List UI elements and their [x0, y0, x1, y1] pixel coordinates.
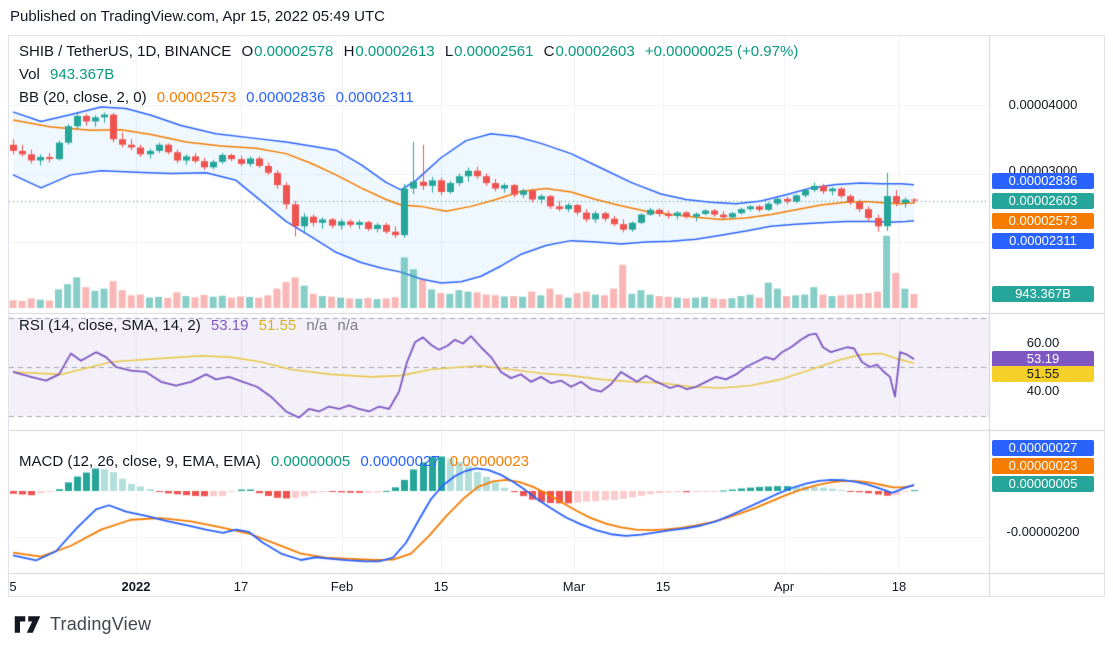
rsi-na2: n/a — [337, 317, 359, 334]
time-tick-15: 15 — [433, 579, 449, 594]
last-price-badge: 0.00002603 — [992, 193, 1094, 209]
bb-basis-badge: 0.00002573 — [992, 213, 1094, 229]
macd-line-value: 0.00000027 — [360, 453, 440, 470]
symbol-title: SHIB / TetherUS, 1D, BINANCE — [19, 43, 232, 60]
time-tick-17: 17 — [233, 579, 249, 594]
macd-hist-badge: 0.00000005 — [992, 476, 1094, 492]
time-tick-18: 18 — [891, 579, 907, 594]
volume-badge: 943.367B — [992, 286, 1094, 302]
main-legend[interactable]: SHIB / TetherUS, 1D, BINANCE O0.00002578… — [19, 43, 804, 60]
time-tick-Apr: Apr — [773, 579, 795, 594]
footer: TradingView — [14, 614, 151, 635]
macd-legend[interactable]: MACD (12, 26, close, 9, EMA, EMA) 0.0000… — [19, 453, 535, 470]
bb-upper-badge: 0.00002836 — [992, 173, 1094, 189]
close-label: C — [543, 43, 555, 60]
rsi-value: 53.19 — [210, 317, 249, 334]
rsi-legend[interactable]: RSI (14, close, SMA, 14, 2) 53.19 51.55 … — [19, 317, 364, 334]
close-value: 0.00002603 — [555, 43, 635, 60]
volume-value: 943.367B — [50, 66, 115, 83]
macd-hist-value: 0.00000005 — [270, 453, 351, 470]
rsi-label-40: 40.00 — [1026, 383, 1060, 398]
rsi-na1: n/a — [306, 317, 328, 334]
macd-signal-value: 0.00000023 — [449, 453, 530, 470]
macd-label-neg200: -0.00000200 — [1006, 524, 1080, 539]
bb-upper-value: 0.00002836 — [246, 89, 326, 106]
change-value: +0.00000025 (+0.97%) — [644, 43, 799, 60]
time-tick-Mar: Mar — [562, 579, 586, 594]
low-value: 0.00002561 — [454, 43, 534, 60]
price-label-40000: 0.00004000 — [1008, 97, 1078, 112]
macd-signal-badge: 0.00000023 — [992, 458, 1094, 474]
rsi-value-badge: 53.19 — [992, 351, 1094, 367]
published-note: Published on TradingView.com, Apr 15, 20… — [10, 8, 385, 25]
bb-label: BB (20, close, 2, 0) — [19, 89, 147, 106]
time-tick-2022: 2022 — [121, 579, 151, 594]
high-value: 0.00002613 — [355, 43, 435, 60]
rsi-label: RSI (14, close, SMA, 14, 2) — [19, 317, 201, 334]
time-tick-5: 5 — [9, 579, 17, 594]
macd-line-badge: 0.00000027 — [992, 440, 1094, 456]
time-tick-Feb: Feb — [330, 579, 354, 594]
tradingview-logo-icon[interactable] — [14, 614, 41, 635]
bb-legend[interactable]: BB (20, close, 2, 0) 0.00002573 0.000028… — [19, 89, 420, 106]
brand-name[interactable]: TradingView — [50, 614, 152, 634]
high-label: H — [343, 43, 355, 60]
open-label: O — [241, 43, 254, 60]
macd-label: MACD (12, 26, close, 9, EMA, EMA) — [19, 453, 261, 470]
volume-legend[interactable]: Vol 943.367B — [19, 66, 120, 83]
rsi-sma-badge: 51.55 — [992, 366, 1094, 382]
bb-lower-badge: 0.00002311 — [992, 233, 1094, 249]
chart-canvas[interactable] — [9, 36, 1104, 596]
bb-basis-value: 0.00002573 — [156, 89, 236, 106]
rsi-sma-value: 51.55 — [258, 317, 297, 334]
bb-lower-value: 0.00002311 — [335, 89, 414, 106]
open-value: 0.00002578 — [254, 43, 334, 60]
time-tick-15: 15 — [655, 579, 671, 594]
chart-frame: SHIB / TetherUS, 1D, BINANCE O0.00002578… — [8, 35, 1105, 597]
rsi-label-60: 60.00 — [1026, 335, 1060, 350]
low-label: L — [444, 43, 454, 60]
price-scale[interactable]: 0.00004000 0.00003000 0.00002836 0.00002603… — [990, 36, 1104, 573]
volume-label: Vol — [19, 66, 40, 83]
time-axis[interactable]: 5 2022 17 Feb 15 Mar 15 Apr 18 — [9, 576, 989, 596]
